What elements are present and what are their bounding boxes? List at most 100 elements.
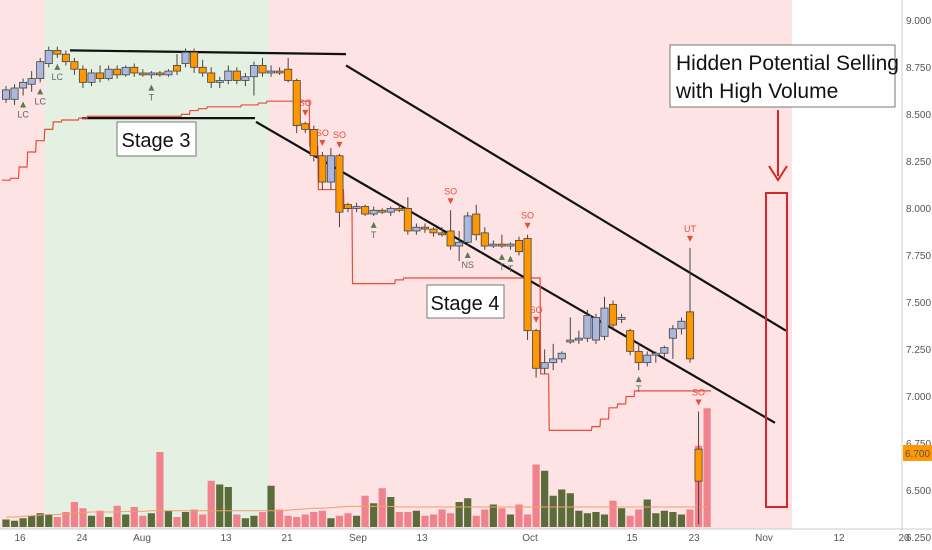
volume-bar xyxy=(10,520,19,527)
candle-body xyxy=(506,243,515,247)
volume-bar xyxy=(669,512,677,527)
volume-bar xyxy=(481,509,489,527)
candle xyxy=(96,65,105,83)
candle-body xyxy=(155,72,164,76)
candle xyxy=(198,59,207,77)
candle xyxy=(36,57,45,83)
volume-bar xyxy=(284,515,292,527)
candle-body xyxy=(583,315,592,339)
candle xyxy=(609,300,618,329)
y-tick-label: 7.250 xyxy=(906,345,931,356)
candle-body xyxy=(412,226,421,232)
candle-body xyxy=(61,53,70,63)
stage4-label: Stage 4 xyxy=(431,293,500,315)
volume-bar xyxy=(258,512,267,527)
candle xyxy=(549,343,558,371)
candle xyxy=(626,328,635,356)
candle-body xyxy=(70,61,79,70)
candle-body xyxy=(198,66,207,74)
candle xyxy=(600,296,609,341)
candle-layer xyxy=(2,46,703,525)
volume-bar xyxy=(139,515,147,527)
candle xyxy=(677,317,686,335)
candle xyxy=(420,223,429,233)
buy-signal-label: T xyxy=(149,93,155,103)
buy-signal-arrow xyxy=(37,88,44,95)
volume-bar xyxy=(404,512,412,527)
candle xyxy=(267,65,276,77)
stop-line xyxy=(2,100,712,431)
volume-bar xyxy=(686,509,694,527)
candle xyxy=(155,71,164,77)
candle xyxy=(446,210,455,250)
buy-signal-arrow xyxy=(20,101,27,108)
volume-bar xyxy=(498,508,506,527)
stage3-label: Stage 3 xyxy=(122,130,191,152)
volume-bar xyxy=(618,508,626,527)
highlight-box xyxy=(765,192,788,508)
candle xyxy=(651,351,660,363)
volume-bar xyxy=(327,518,335,527)
candle xyxy=(78,65,87,89)
volume-bar xyxy=(566,493,574,527)
bg-zone-1 xyxy=(0,0,45,529)
candle-body xyxy=(438,232,447,236)
candle-body xyxy=(429,228,438,234)
candle-body xyxy=(215,80,224,83)
candle xyxy=(232,67,241,85)
candle xyxy=(147,71,156,79)
candle-body xyxy=(87,72,96,83)
volume-bar xyxy=(301,514,309,527)
volume-bar xyxy=(276,509,284,527)
stage4-box xyxy=(426,284,505,319)
candle-body xyxy=(2,89,10,100)
candle xyxy=(472,204,481,241)
candle-body xyxy=(44,49,53,64)
candle xyxy=(403,197,412,235)
candle xyxy=(104,65,113,81)
annotation-line-2: with High Volume xyxy=(675,80,838,103)
sell-signal-label: SO xyxy=(692,388,705,398)
volume-bar xyxy=(506,514,515,527)
sell-signal-arrow xyxy=(302,109,309,116)
buy-signal-label: T xyxy=(636,384,642,394)
sell-signal-arrow xyxy=(319,139,326,146)
x-tick-label: 13 xyxy=(220,533,232,544)
annotation-layer: Stage 3 Stage 4 Hidden Potential Selling… xyxy=(116,44,899,508)
volume-bar xyxy=(643,499,651,527)
candle xyxy=(532,328,541,378)
volume-bar xyxy=(703,408,711,527)
candle xyxy=(215,76,224,89)
candle xyxy=(686,247,695,363)
candle xyxy=(326,148,335,190)
volume-bar xyxy=(216,484,224,527)
volume-bar xyxy=(207,480,215,527)
sell-signal-label: UT xyxy=(684,224,696,234)
volume-bar xyxy=(87,515,96,527)
volume-bar xyxy=(241,518,249,527)
sell-signal-label: SO xyxy=(333,130,346,140)
candle-body xyxy=(617,317,626,320)
candle xyxy=(386,206,395,216)
candle xyxy=(694,411,703,525)
stage4-upper-channel-line xyxy=(345,64,787,332)
candle-body xyxy=(121,66,130,76)
candle xyxy=(343,202,352,213)
y-tick-label: 7.750 xyxy=(906,251,931,262)
candle-body xyxy=(489,243,498,247)
candle xyxy=(480,227,489,250)
candle xyxy=(574,330,583,344)
candle-body xyxy=(335,155,344,213)
candle-body xyxy=(677,320,686,330)
candle-body xyxy=(284,68,293,81)
y-tick-label: 8.750 xyxy=(906,63,931,74)
volume-bar xyxy=(395,512,403,527)
candle-body xyxy=(96,72,105,80)
candle-body xyxy=(27,78,36,85)
candle xyxy=(61,50,70,66)
buy-signal-arrow xyxy=(148,84,155,91)
candle-body xyxy=(557,352,566,360)
volume-bar xyxy=(489,504,497,527)
stop-line-layer xyxy=(2,100,712,431)
